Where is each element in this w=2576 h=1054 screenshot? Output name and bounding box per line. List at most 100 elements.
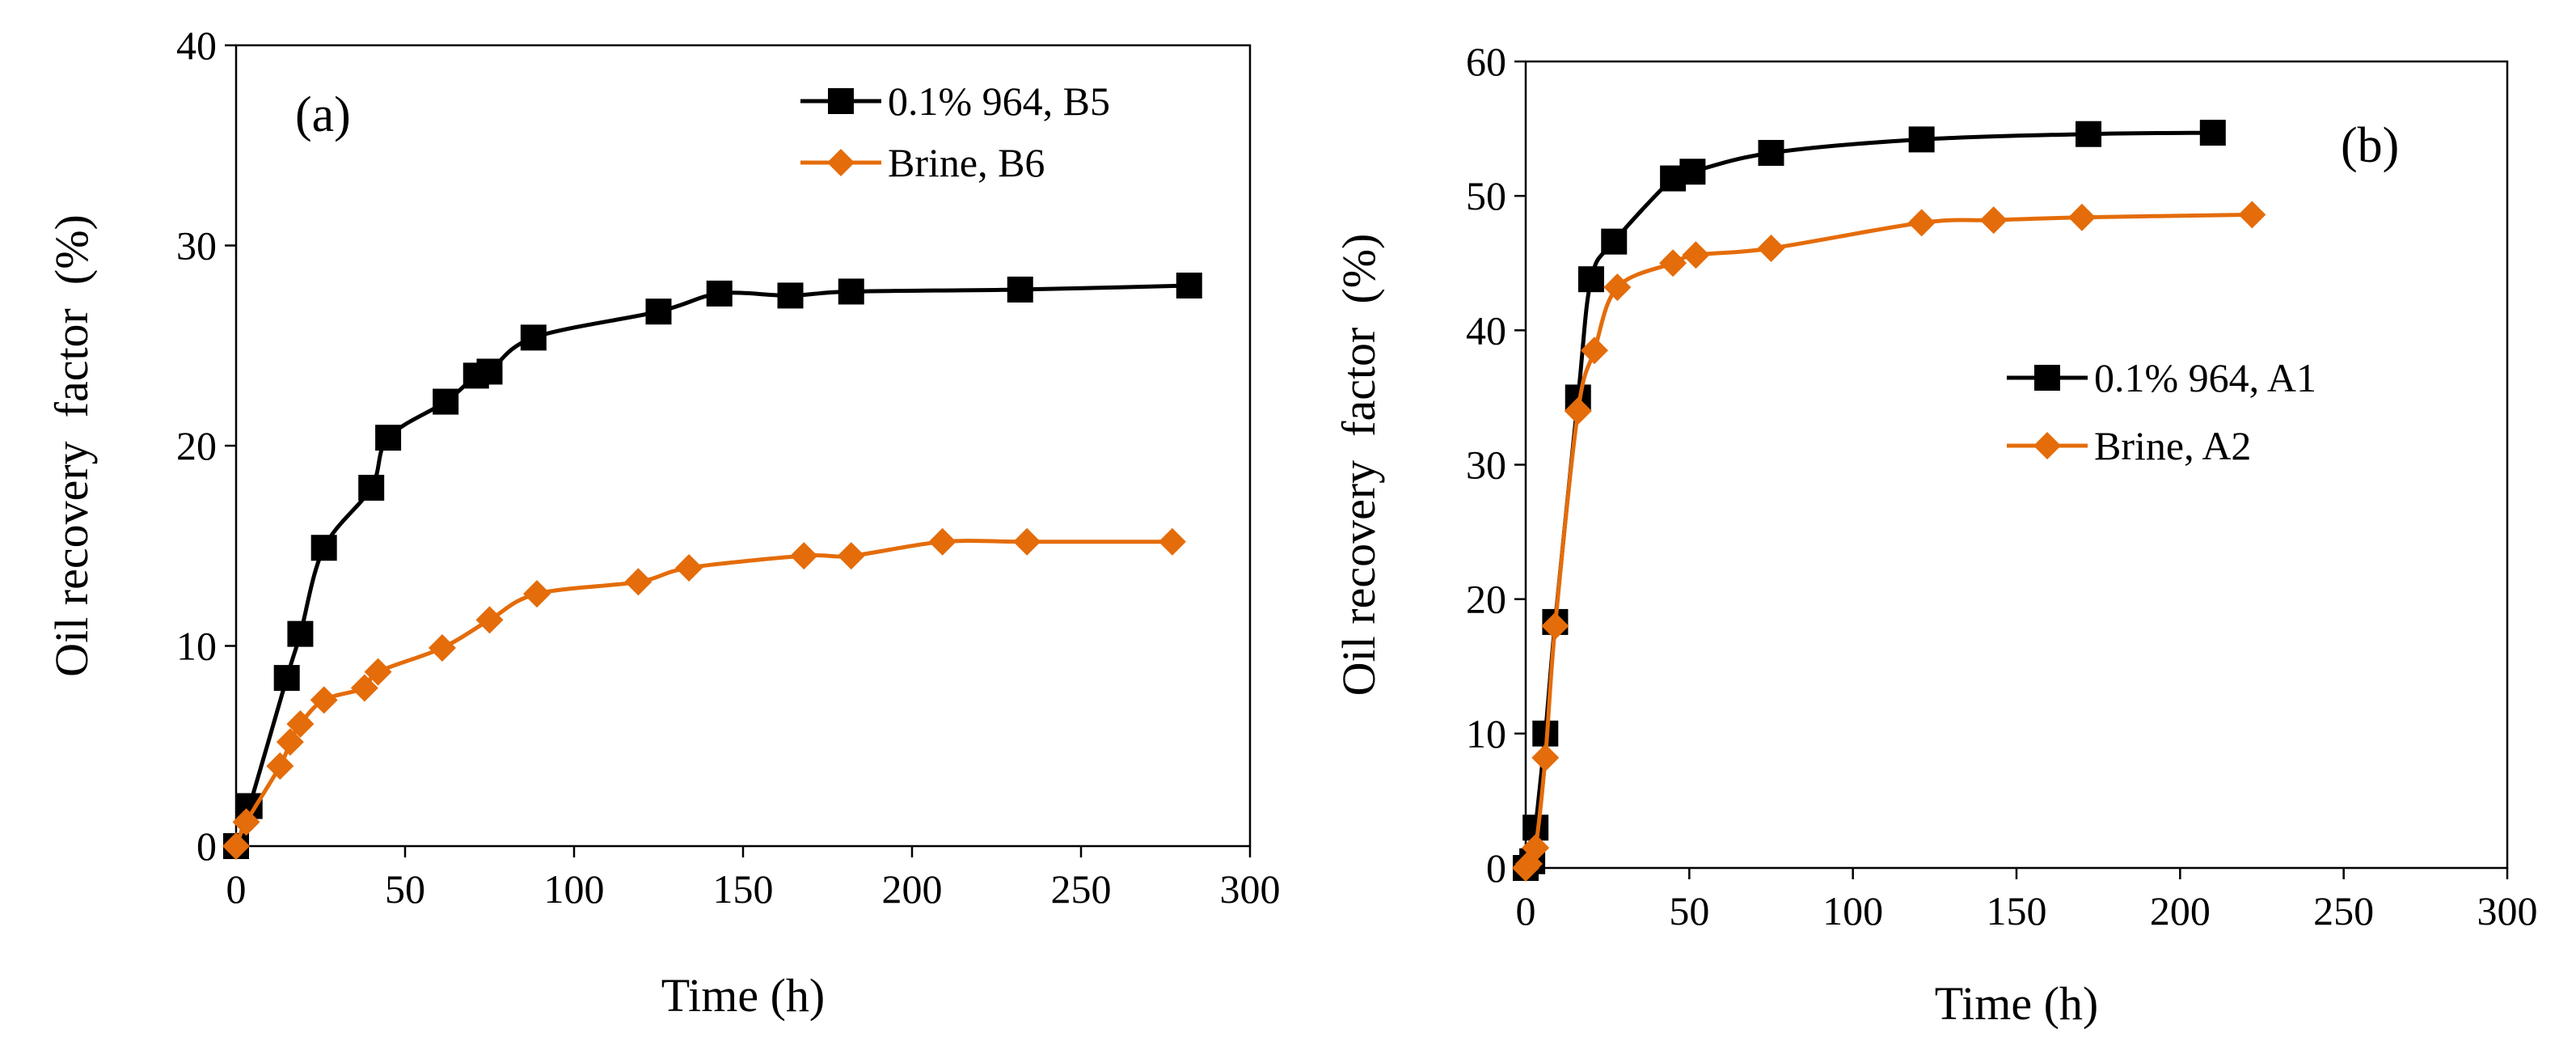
y-tick-label: 20 (1466, 577, 1506, 622)
series-2 (1512, 201, 2266, 882)
x-tick-label: 200 (882, 866, 943, 912)
y-tick-label: 10 (176, 624, 217, 669)
x-tick-label: 250 (2313, 888, 2374, 933)
data-point (777, 282, 804, 309)
data-point (1531, 743, 1560, 772)
data-point (1758, 139, 1784, 166)
data-point (1603, 273, 1632, 302)
y-tick-label: 10 (1466, 711, 1506, 756)
data-point (364, 658, 392, 686)
data-point (266, 752, 294, 780)
data-point (2199, 120, 2226, 146)
legend-entry-2: Brine, B6 (800, 140, 1045, 185)
x-tick-label: 50 (1669, 888, 1709, 933)
data-point (232, 808, 260, 836)
legend-label: Brine, B6 (888, 140, 1045, 185)
data-point (475, 606, 504, 634)
legend-entry-1: 0.1% 964, A1 (2007, 355, 2316, 400)
y-tick-label: 0 (1486, 845, 1506, 891)
x-tick-label: 0 (226, 866, 247, 912)
x-tick-label: 300 (1220, 866, 1281, 912)
x-tick-label: 100 (544, 866, 605, 912)
legend-label: Brine, A2 (2094, 423, 2251, 468)
data-point (1176, 273, 1202, 298)
data-point (1659, 249, 1687, 277)
y-tick-label: 30 (176, 223, 217, 269)
data-point (433, 388, 459, 415)
data-point (1757, 234, 1785, 262)
data-point (1682, 241, 1710, 269)
data-point (706, 280, 733, 307)
data-point (790, 542, 818, 570)
data-point (520, 324, 547, 351)
series-2 (222, 527, 1186, 860)
data-point (1541, 612, 1569, 640)
y-tick-label: 40 (176, 23, 217, 68)
y-tick-label: 50 (1466, 173, 1506, 218)
legend-marker (828, 88, 854, 114)
data-point (273, 665, 300, 692)
data-point (2067, 203, 2096, 231)
data-point (286, 710, 315, 739)
data-point (523, 580, 551, 608)
x-tick-label: 100 (1822, 888, 1883, 933)
legend-entry-2: Brine, A2 (2007, 423, 2251, 468)
legend-marker (2034, 365, 2060, 391)
data-point (1564, 397, 1592, 425)
data-point (645, 298, 672, 325)
data-point (1007, 276, 1033, 303)
y-axis-title: Oil recovery factor (%) (1332, 234, 1385, 696)
data-point (476, 358, 503, 385)
data-point (358, 474, 385, 501)
y-tick-label: 30 (1466, 442, 1506, 488)
data-point (1013, 527, 1041, 556)
series-line (1524, 212, 2253, 870)
data-point (837, 542, 865, 570)
data-point (350, 674, 378, 702)
data-point (276, 728, 304, 756)
chart-panel-1: 0 10 20 30 40 0 50 100 150 200 250 300 Time (h) Oil r… (45, 23, 1281, 1022)
x-tick-label: 250 (1051, 866, 1112, 912)
data-point (1522, 834, 1550, 862)
y-tick-label: 20 (176, 423, 217, 468)
data-point (1580, 337, 1608, 365)
x-axis-title: Time (h) (661, 969, 826, 1022)
legend-entry-1: 0.1% 964, B5 (800, 78, 1110, 124)
x-tick-label: 200 (2150, 888, 2211, 933)
x-tick-label: 150 (713, 866, 774, 912)
data-point (1601, 228, 1628, 255)
x-tick-label: 150 (1987, 888, 2047, 933)
series-1 (223, 273, 1202, 859)
x-tick-label: 300 (2477, 888, 2538, 933)
data-point (1158, 527, 1186, 556)
legend-label: 0.1% 964, A1 (2094, 355, 2316, 400)
y-tick-label: 60 (1466, 39, 1506, 84)
data-point (1907, 209, 1936, 237)
x-tick-label: 0 (1516, 888, 1536, 933)
y-tick-label: 0 (196, 823, 217, 869)
data-point (1577, 266, 1604, 293)
legend-label: 0.1% 964, B5 (888, 78, 1110, 124)
data-point (1979, 206, 2008, 235)
data-point (222, 832, 250, 860)
legend-marker (827, 149, 855, 176)
series-1 (1513, 120, 2226, 881)
panel-label: (b) (2341, 118, 2399, 173)
data-point (1908, 126, 1935, 153)
data-point (375, 425, 402, 451)
chart-panel-2: 0 10 20 30 40 50 60 0 50 100 150 200 250 300 Time (h) O… (1332, 39, 2538, 1030)
data-point (2238, 201, 2266, 229)
series-line (1524, 130, 2213, 870)
data-point (675, 553, 703, 582)
data-point (838, 278, 864, 305)
data-point (928, 527, 956, 556)
panel-label: (a) (295, 87, 351, 142)
data-point (287, 620, 314, 647)
data-point (310, 686, 338, 714)
data-point (2076, 121, 2102, 147)
y-axis-title: Oil recovery factor (%) (45, 214, 98, 677)
y-tick-label: 40 (1466, 307, 1506, 353)
series-line (234, 539, 1172, 847)
data-point (624, 568, 652, 596)
